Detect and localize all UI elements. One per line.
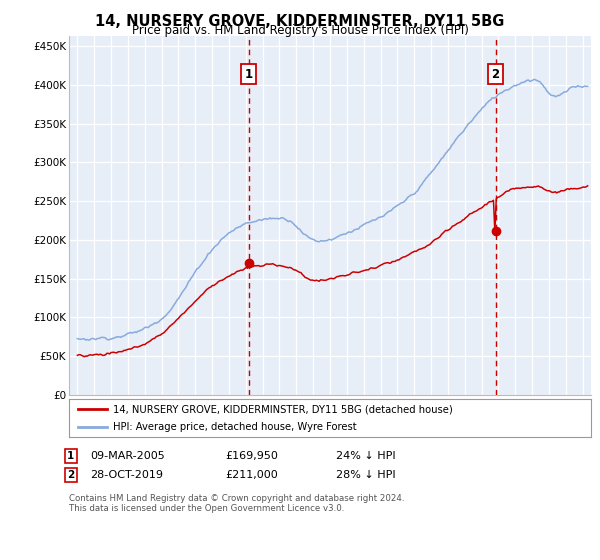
Text: 28-OCT-2019: 28-OCT-2019 [90, 470, 163, 480]
Text: 14, NURSERY GROVE, KIDDERMINSTER, DY11 5BG: 14, NURSERY GROVE, KIDDERMINSTER, DY11 5… [95, 14, 505, 29]
Text: 2: 2 [491, 68, 500, 81]
Text: 2: 2 [67, 470, 74, 480]
Text: £211,000: £211,000 [225, 470, 278, 480]
Text: £169,950: £169,950 [225, 451, 278, 461]
Text: 24% ↓ HPI: 24% ↓ HPI [336, 451, 395, 461]
Text: HPI: Average price, detached house, Wyre Forest: HPI: Average price, detached house, Wyre… [113, 422, 357, 432]
Text: 14, NURSERY GROVE, KIDDERMINSTER, DY11 5BG (detached house): 14, NURSERY GROVE, KIDDERMINSTER, DY11 5… [113, 404, 453, 414]
Text: 09-MAR-2005: 09-MAR-2005 [90, 451, 165, 461]
Text: 1: 1 [67, 451, 74, 461]
Text: Price paid vs. HM Land Registry's House Price Index (HPI): Price paid vs. HM Land Registry's House … [131, 24, 469, 37]
Text: Contains HM Land Registry data © Crown copyright and database right 2024.
This d: Contains HM Land Registry data © Crown c… [69, 494, 404, 514]
Text: 28% ↓ HPI: 28% ↓ HPI [336, 470, 395, 480]
Text: 1: 1 [245, 68, 253, 81]
